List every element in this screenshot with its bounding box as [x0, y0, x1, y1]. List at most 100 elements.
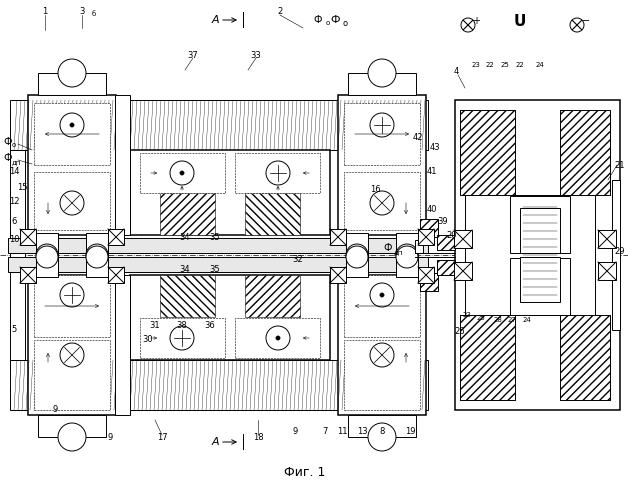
Text: 2: 2 [278, 8, 283, 16]
Text: 1: 1 [42, 8, 48, 16]
Circle shape [60, 191, 84, 215]
Text: 10: 10 [9, 236, 19, 244]
Bar [108, 267, 124, 283]
Bar [420, 273, 438, 291]
Text: 25: 25 [477, 315, 485, 321]
Bar [460, 315, 515, 400]
Circle shape [370, 113, 394, 137]
Bar [10, 360, 428, 410]
Bar [235, 318, 320, 358]
Text: 24: 24 [536, 62, 544, 68]
Text: 23: 23 [463, 312, 472, 318]
Bar [510, 196, 570, 253]
Circle shape [86, 246, 108, 268]
Text: 39: 39 [438, 218, 448, 226]
Circle shape [461, 18, 475, 32]
Bar [348, 415, 416, 437]
Bar [460, 315, 515, 400]
Bar [160, 275, 215, 317]
Circle shape [368, 59, 396, 87]
Text: Ф: Ф [3, 153, 11, 163]
Bar [338, 275, 426, 415]
Bar [454, 262, 472, 280]
Text: 7: 7 [322, 428, 328, 436]
Bar [348, 73, 416, 95]
Bar [330, 229, 346, 245]
Bar [598, 262, 616, 280]
Bar [10, 100, 428, 150]
Text: 34: 34 [180, 234, 190, 242]
Text: 9: 9 [52, 406, 58, 414]
Bar [34, 340, 110, 410]
Text: Ф: Ф [330, 15, 340, 25]
Text: 20: 20 [447, 230, 457, 239]
Bar [455, 100, 620, 410]
Bar [28, 95, 116, 235]
Text: −: − [582, 16, 590, 26]
Text: дп: дп [12, 159, 21, 165]
Text: 22: 22 [485, 62, 494, 68]
Circle shape [58, 423, 86, 451]
Text: 8: 8 [379, 428, 385, 436]
Text: 3: 3 [79, 8, 85, 16]
Text: 34: 34 [180, 266, 190, 274]
Bar [140, 318, 225, 358]
Text: 14: 14 [9, 168, 19, 176]
Text: 35: 35 [210, 266, 220, 274]
Circle shape [60, 113, 84, 137]
Text: 42: 42 [413, 134, 423, 142]
Text: 9: 9 [107, 434, 112, 442]
Bar [396, 233, 418, 255]
Text: 25: 25 [501, 62, 509, 68]
Text: Ф: Ф [384, 243, 392, 253]
Bar [108, 229, 124, 245]
Bar [86, 233, 108, 255]
Text: 18: 18 [252, 434, 263, 442]
Bar [344, 275, 420, 337]
Circle shape [370, 283, 394, 307]
Bar [437, 235, 455, 250]
Circle shape [570, 18, 584, 32]
Text: Ф: Ф [3, 137, 11, 147]
Text: 17: 17 [157, 434, 167, 442]
Circle shape [180, 171, 184, 175]
Text: 15: 15 [17, 182, 27, 192]
Text: A: A [211, 15, 219, 25]
Bar [36, 233, 58, 255]
Circle shape [396, 246, 418, 268]
Bar [338, 95, 426, 235]
Bar [344, 340, 420, 410]
Text: дп: дп [393, 249, 403, 255]
Bar [34, 103, 110, 165]
Bar [454, 230, 472, 248]
Text: 29: 29 [615, 248, 625, 256]
Circle shape [368, 423, 396, 451]
Bar [235, 153, 320, 193]
Text: 19: 19 [405, 428, 415, 436]
Bar [28, 275, 116, 415]
Text: 28: 28 [494, 317, 502, 323]
Text: 36: 36 [205, 320, 215, 330]
Bar [510, 258, 570, 315]
Circle shape [370, 191, 394, 215]
Text: 11: 11 [337, 428, 347, 436]
Text: 9: 9 [293, 428, 298, 436]
Text: 32: 32 [293, 256, 303, 264]
Bar [130, 275, 330, 360]
Bar [130, 150, 330, 235]
Bar [420, 219, 438, 237]
Bar [140, 153, 225, 193]
Bar [115, 275, 130, 415]
Circle shape [266, 326, 290, 350]
Bar [34, 172, 110, 230]
Bar [520, 257, 560, 302]
Text: 30: 30 [143, 336, 153, 344]
Bar [160, 193, 215, 235]
Bar [418, 267, 434, 283]
Bar [598, 230, 616, 248]
Bar [8, 257, 428, 272]
Circle shape [86, 244, 108, 266]
Text: б: б [92, 11, 96, 17]
Text: 37: 37 [188, 50, 198, 59]
Text: Ф: Ф [314, 15, 322, 25]
